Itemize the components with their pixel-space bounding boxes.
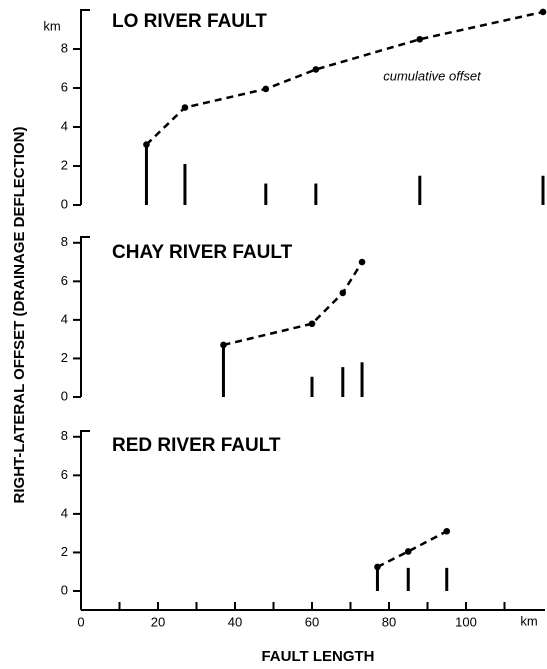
point	[416, 35, 424, 43]
offset-bar	[310, 376, 314, 397]
y-axis-label: RIGHT-LATERAL OFFSET (DRAINAGE DEFLECTIO…	[11, 127, 28, 504]
y-tick-label: 4	[61, 311, 68, 326]
offset-bar	[221, 344, 225, 397]
offset-bar	[341, 367, 345, 397]
panel-title: RED RIVER FAULT	[112, 435, 281, 456]
x-tick-label: 60	[305, 614, 319, 629]
offset-bar	[314, 183, 318, 205]
x-tick-label: 100	[455, 614, 477, 629]
y-tick-label: 2	[61, 157, 68, 172]
y-tick-label: 8	[61, 234, 68, 249]
point	[308, 320, 316, 328]
point	[262, 85, 270, 93]
y-tick-label: 0	[61, 582, 68, 597]
point	[443, 527, 451, 535]
point	[181, 104, 189, 111]
y-tick-label: 4	[61, 118, 68, 133]
y-tick-label: 8	[61, 40, 68, 55]
offset-bar	[445, 567, 449, 591]
point	[404, 548, 412, 555]
y-tick-label: 6	[61, 79, 68, 94]
x-unit: km	[520, 613, 537, 628]
y-tick-label: 2	[61, 350, 68, 365]
offset-bar	[264, 183, 268, 205]
offset-bar	[183, 164, 187, 205]
offset-bar	[418, 175, 422, 205]
panel-title: LO RIVER FAULT	[112, 11, 267, 32]
y-tick-label: 0	[61, 388, 68, 403]
point	[358, 258, 366, 266]
offset-bar	[360, 362, 364, 397]
cumulative-line	[223, 261, 364, 347]
x-tick-label: 80	[382, 614, 396, 629]
x-tick-label: 0	[77, 614, 84, 629]
y-tick-label: 6	[61, 467, 68, 482]
offset-bar	[144, 144, 148, 205]
y-tick-label: 6	[61, 273, 68, 288]
y-tick-label: 4	[61, 505, 68, 520]
y-unit: km	[43, 18, 60, 33]
offset-bar	[541, 175, 545, 205]
point	[339, 289, 347, 297]
y-tick-label: 0	[61, 196, 68, 211]
offset-bar	[375, 567, 379, 591]
cumulative-line	[376, 530, 448, 569]
y-tick-label: 2	[61, 544, 68, 559]
offset-bar	[406, 567, 410, 591]
x-tick-label: 20	[151, 614, 165, 629]
point	[539, 8, 547, 16]
annotation: cumulative offset	[383, 68, 482, 83]
point	[374, 563, 381, 571]
panel-title: CHAY RIVER FAULT	[112, 242, 293, 263]
y-tick-label: 8	[61, 428, 68, 443]
point	[312, 66, 320, 73]
x-tick-label: 40	[228, 614, 242, 629]
x-axis-label: FAULT LENGTH	[261, 648, 374, 665]
